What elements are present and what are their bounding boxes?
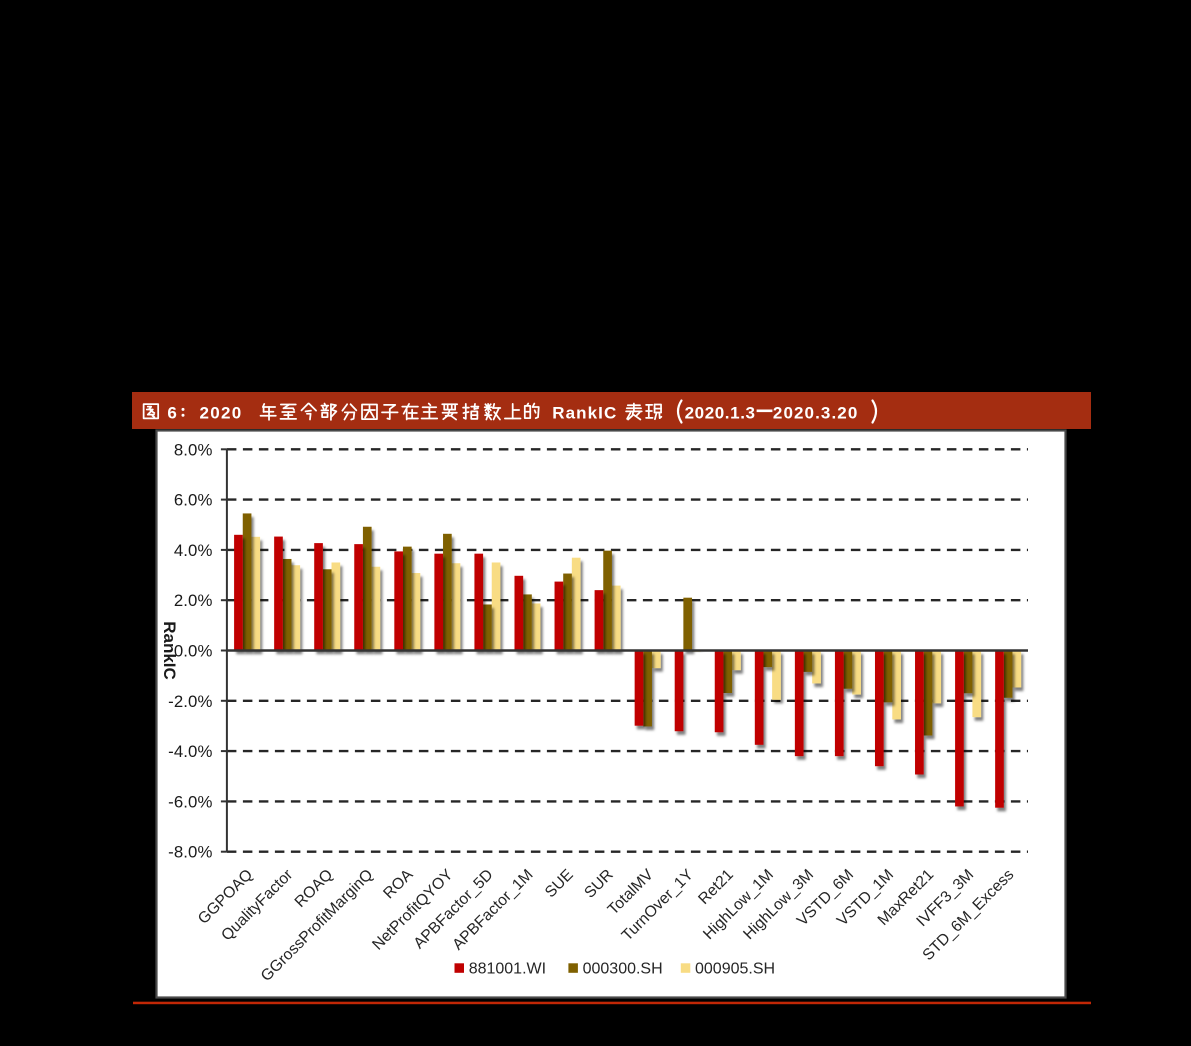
svg-text:-4.0%: -4.0% <box>168 742 212 761</box>
svg-text:2020.1.3: 2020.1.3 <box>685 404 756 423</box>
svg-text:000905.SH: 000905.SH <box>695 961 775 978</box>
svg-text:6: 6 <box>167 404 176 423</box>
svg-text:RankIC: RankIC <box>552 404 617 423</box>
svg-text:000300.SH: 000300.SH <box>583 961 663 978</box>
svg-text:4.0%: 4.0% <box>174 541 213 560</box>
svg-text:881001.WI: 881001.WI <box>469 961 546 978</box>
svg-text:RankIC: RankIC <box>160 621 179 680</box>
svg-text:2020.3.20: 2020.3.20 <box>773 404 859 423</box>
svg-text:6.0%: 6.0% <box>174 491 213 510</box>
svg-text:0.0%: 0.0% <box>174 642 213 661</box>
svg-text:-6.0%: -6.0% <box>168 792 212 811</box>
svg-text:-8.0%: -8.0% <box>168 843 212 862</box>
svg-text:8.0%: 8.0% <box>174 440 213 459</box>
svg-text:2.0%: 2.0% <box>174 591 213 610</box>
svg-text:-2.0%: -2.0% <box>168 692 212 711</box>
svg-text:2020: 2020 <box>200 404 243 423</box>
